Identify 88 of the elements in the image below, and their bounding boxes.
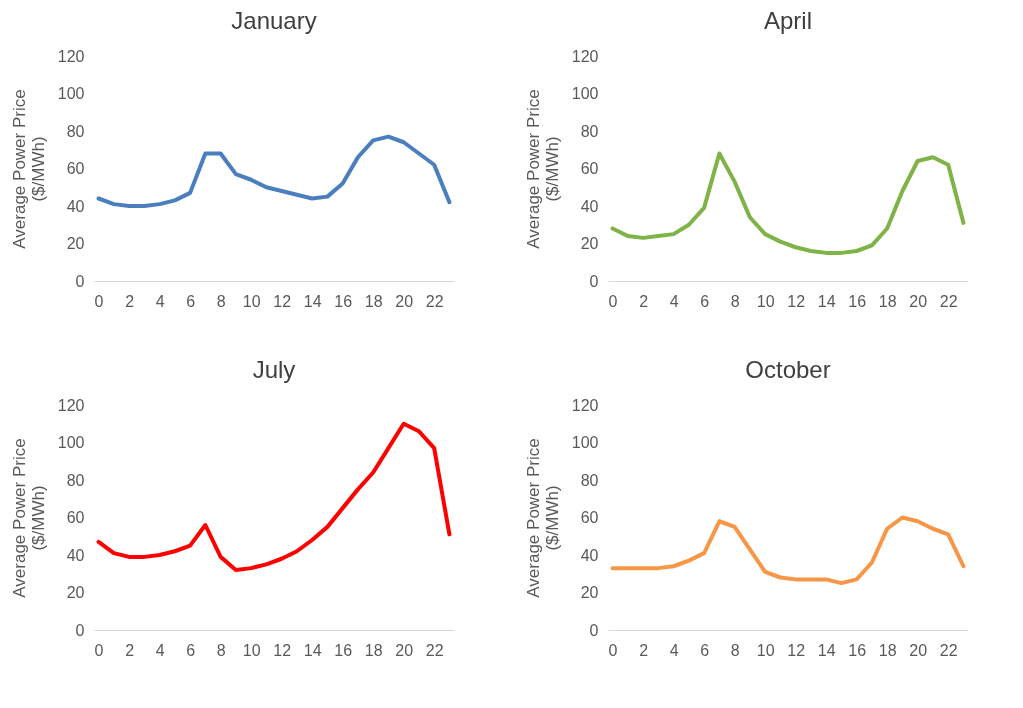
x-tick-label: 4 (155, 641, 165, 659)
x-tick-label: 16 (848, 641, 867, 659)
x-tick-label: 6 (186, 641, 196, 659)
x-tick-label: 2 (639, 292, 649, 310)
y-axis-title: Average Power Price ($/MWh) (9, 89, 48, 249)
x-tick-label: 16 (334, 641, 353, 659)
chart-title: April (763, 7, 813, 34)
y-tick-label: 120 (57, 396, 85, 414)
y-tick-label: 0 (75, 272, 85, 290)
y-axis-title: Average Power Price ($/MWh) (9, 438, 48, 598)
x-tick-label: 2 (125, 641, 135, 659)
y-tick-label: 60 (66, 509, 85, 526)
y-tick-label: 0 (75, 621, 85, 639)
chart-title: October (745, 356, 831, 383)
x-tick-label: 12 (787, 292, 806, 310)
y-tick-label: 20 (66, 584, 85, 601)
y-tick-label: 0 (589, 272, 599, 290)
x-tick-label: 20 (395, 292, 414, 310)
x-tick-label: 12 (787, 641, 806, 659)
y-axis-title: Average Power Price ($/MWh) (523, 438, 562, 598)
y-tick-label: 100 (571, 85, 599, 102)
x-tick-label: 4 (155, 292, 165, 310)
x-tick-label: 2 (639, 641, 649, 659)
y-tick-label: 100 (57, 434, 85, 451)
x-tick-label: 22 (425, 641, 444, 659)
x-tick-label: 22 (939, 641, 958, 659)
x-tick-label: 22 (425, 292, 444, 310)
y-tick-label: 20 (66, 235, 85, 252)
y-tick-label: 100 (571, 434, 599, 451)
x-tick-label: 10 (756, 292, 775, 310)
y-tick-label: 40 (580, 546, 599, 564)
x-tick-label: 8 (730, 641, 740, 659)
y-tick-label: 40 (66, 546, 85, 564)
x-tick-label: 20 (395, 641, 414, 659)
x-tick-label: 6 (186, 292, 196, 310)
line-series (96, 421, 452, 572)
x-tick-label: 6 (700, 292, 710, 310)
y-tick-label: 60 (66, 160, 85, 177)
x-tick-label: 0 (608, 641, 618, 659)
x-tick-label: 2 (125, 292, 135, 310)
x-tick-label: 4 (669, 641, 679, 659)
y-tick-label: 60 (580, 160, 599, 177)
x-tick-label: 18 (878, 292, 897, 310)
y-tick-label: 120 (571, 396, 599, 414)
x-tick-label: 16 (334, 292, 353, 310)
y-axis-title: Average Power Price ($/MWh) (523, 89, 562, 249)
x-tick-label: 10 (756, 641, 775, 659)
y-tick-label: 80 (580, 122, 599, 140)
x-tick-label: 8 (730, 292, 740, 310)
x-tick-label: 14 (817, 641, 836, 659)
x-tick-label: 16 (848, 292, 867, 310)
y-tick-label: 80 (66, 471, 85, 489)
y-tick-label: 40 (66, 197, 85, 215)
x-tick-label: 14 (303, 641, 322, 659)
y-tick-label: 120 (571, 47, 599, 65)
y-tick-label: 20 (580, 235, 599, 252)
x-tick-label: 6 (700, 641, 710, 659)
chart-title: January (231, 7, 317, 34)
x-tick-label: 20 (909, 641, 928, 659)
x-tick-label: 8 (216, 641, 226, 659)
x-tick-label: 8 (216, 292, 226, 310)
x-tick-label: 0 (608, 292, 618, 310)
chart-title: July (252, 356, 296, 383)
x-tick-label: 0 (94, 292, 104, 310)
x-tick-label: 10 (242, 641, 261, 659)
x-tick-label: 20 (909, 292, 928, 310)
line-series (610, 515, 966, 586)
y-tick-label: 20 (580, 584, 599, 601)
x-tick-label: 18 (364, 292, 383, 310)
x-tick-label: 18 (364, 641, 383, 659)
x-tick-label: 0 (94, 641, 104, 659)
y-tick-label: 80 (580, 471, 599, 489)
x-tick-label: 12 (273, 292, 292, 310)
x-tick-label: 14 (817, 292, 836, 310)
x-tick-label: 12 (273, 641, 292, 659)
x-tick-label: 10 (242, 292, 261, 310)
line-series (96, 134, 452, 208)
y-tick-label: 40 (580, 197, 599, 215)
line-series (610, 151, 966, 255)
y-tick-label: 60 (580, 509, 599, 526)
y-tick-label: 120 (57, 47, 85, 65)
y-tick-label: 100 (57, 85, 85, 102)
x-tick-label: 14 (303, 292, 322, 310)
x-tick-label: 4 (669, 292, 679, 310)
y-tick-label: 0 (589, 621, 599, 639)
x-tick-label: 22 (939, 292, 958, 310)
x-tick-label: 18 (878, 641, 897, 659)
y-tick-label: 80 (66, 122, 85, 140)
